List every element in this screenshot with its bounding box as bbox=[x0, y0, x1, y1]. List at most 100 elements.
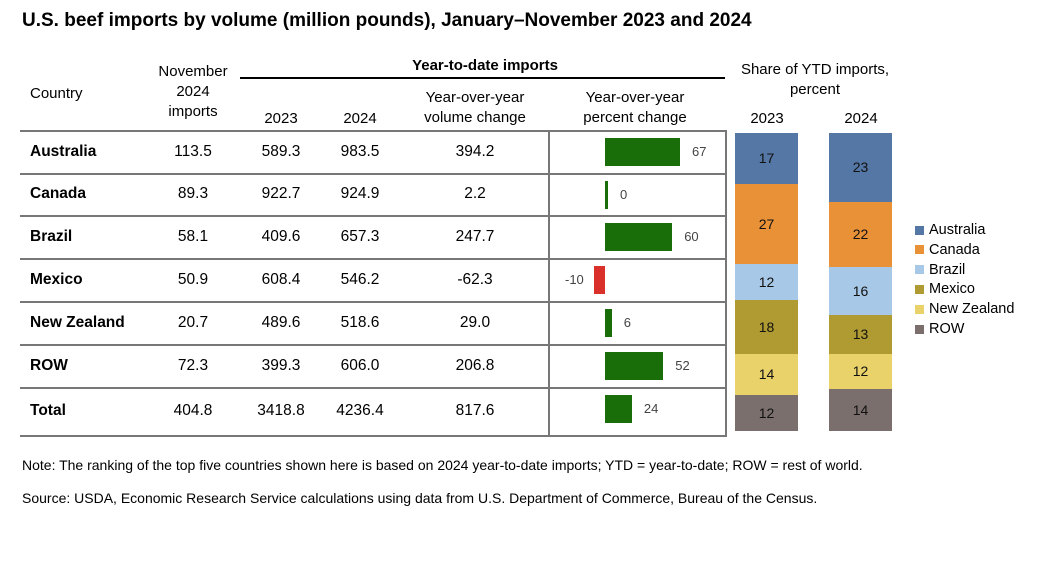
legend-swatch bbox=[915, 304, 924, 314]
legend-swatch bbox=[915, 265, 924, 275]
country-name: New Zealand bbox=[30, 313, 125, 331]
percent-change-label: 24 bbox=[643, 401, 659, 416]
row-divider bbox=[20, 130, 550, 132]
percent-change-label: 60 bbox=[684, 229, 699, 244]
percent-change-bar bbox=[593, 266, 605, 294]
share-segment-new-zealand-2024: 12 bbox=[829, 353, 892, 390]
note-text: Note: The ranking of the top five countr… bbox=[22, 457, 863, 473]
country-name: Mexico bbox=[30, 270, 83, 288]
legend-swatch bbox=[915, 284, 924, 294]
volume-change: -62.3 bbox=[457, 270, 493, 288]
november-imports: 89.3 bbox=[177, 185, 209, 202]
ytd-2024: 518.6 bbox=[340, 313, 380, 331]
legend-label: Brazil bbox=[929, 261, 966, 278]
percent-change-label: -10 bbox=[565, 272, 584, 287]
legend-swatch bbox=[915, 245, 924, 255]
header-november-line3: imports bbox=[168, 103, 218, 120]
ytd-2024: 657.3 bbox=[340, 227, 380, 245]
row-divider bbox=[20, 173, 550, 175]
header-share-2024: 2024 bbox=[844, 110, 878, 127]
ytd-2023: 3418.8 bbox=[257, 402, 305, 419]
chart-title: U.S. beef imports by volume (million pou… bbox=[22, 10, 752, 31]
share-segment-brazil-2023: 12 bbox=[735, 264, 798, 300]
volume-change: 2.2 bbox=[464, 185, 486, 202]
header-share-line2: percent bbox=[789, 81, 841, 98]
header-share: Share of YTD imports, percent bbox=[725, 60, 905, 100]
ytd-2023: 589.3 bbox=[261, 142, 301, 160]
header-share-2023: 2023 bbox=[750, 110, 784, 127]
cell-right-border bbox=[725, 130, 727, 437]
row-divider bbox=[20, 258, 550, 260]
ytd-2024: 924.9 bbox=[340, 185, 380, 202]
percent-change-label: 6 bbox=[623, 315, 631, 330]
country-name: Australia bbox=[30, 142, 97, 160]
row-divider-bar-cell bbox=[548, 387, 727, 389]
legend-item: Mexico bbox=[915, 281, 975, 297]
percent-change-label: 67 bbox=[692, 144, 707, 159]
percent-change-bar bbox=[605, 352, 664, 380]
november-imports: 72.3 bbox=[177, 356, 209, 374]
legend-swatch bbox=[915, 324, 924, 334]
november-imports: 58.1 bbox=[177, 227, 209, 245]
share-segment-australia-2024: 23 bbox=[829, 133, 892, 202]
share-segment-row-2023: 12 bbox=[735, 395, 798, 431]
ytd-2023: 489.6 bbox=[261, 313, 301, 331]
header-2024: 2024 bbox=[343, 110, 377, 127]
country-name: Canada bbox=[30, 185, 86, 202]
percent-change-bar bbox=[605, 395, 632, 423]
ytd-2023: 922.7 bbox=[261, 185, 301, 202]
header-share-line1: Share of YTD imports, bbox=[740, 61, 890, 78]
row-divider-bar-cell bbox=[548, 301, 727, 303]
country-name: Brazil bbox=[30, 227, 73, 245]
row-divider-bar-cell bbox=[548, 130, 727, 132]
header-november-line1: November bbox=[158, 63, 228, 80]
row-divider bbox=[20, 344, 550, 346]
volume-change: 817.6 bbox=[455, 402, 495, 419]
share-segment-canada-2024: 22 bbox=[829, 201, 892, 268]
header-november-line2: 2024 bbox=[176, 83, 210, 100]
header-ytd-group: Year-to-date imports bbox=[412, 57, 558, 74]
percent-change-label: 0 bbox=[620, 187, 628, 202]
ytd-2023: 399.3 bbox=[261, 356, 301, 374]
share-segment-mexico-2024: 13 bbox=[829, 314, 892, 354]
legend-item: New Zealand bbox=[915, 301, 1014, 317]
header-volume-change: Year-over-year volume change bbox=[400, 88, 550, 128]
share-segment-canada-2023: 27 bbox=[735, 183, 798, 265]
legend-item: Australia bbox=[915, 222, 985, 238]
volume-change: 394.2 bbox=[455, 142, 495, 160]
header-percent-line1: Year-over-year bbox=[585, 89, 685, 106]
header-ytd-rule bbox=[240, 77, 725, 79]
share-segment-row-2024: 14 bbox=[829, 389, 892, 431]
legend-item: Brazil bbox=[915, 262, 965, 278]
legend-label: New Zealand bbox=[929, 301, 1015, 318]
header-percent-line2: percent change bbox=[583, 109, 687, 126]
legend-item: Canada bbox=[915, 242, 980, 258]
row-divider-bar-cell bbox=[548, 435, 727, 437]
share-segment-mexico-2023: 18 bbox=[735, 299, 798, 354]
percent-change-bar bbox=[605, 181, 608, 209]
percent-change-bar bbox=[605, 223, 673, 251]
percent-change-bar bbox=[605, 138, 681, 166]
percent-change-bar bbox=[605, 309, 612, 337]
row-divider bbox=[20, 435, 550, 437]
legend-label: Canada bbox=[929, 241, 980, 258]
legend-label: Mexico bbox=[929, 281, 975, 298]
row-divider bbox=[20, 387, 550, 389]
row-divider-bar-cell bbox=[548, 258, 727, 260]
ytd-2024: 606.0 bbox=[340, 356, 380, 374]
header-country: Country bbox=[30, 85, 83, 102]
november-imports: 113.5 bbox=[174, 142, 212, 160]
cell-left-border bbox=[548, 130, 550, 437]
header-volume-line1: Year-over-year bbox=[425, 89, 525, 106]
header-november: November 2024 imports bbox=[150, 62, 236, 122]
legend-item: ROW bbox=[915, 321, 964, 337]
share-segment-australia-2023: 17 bbox=[735, 133, 798, 184]
header-percent-change: Year-over-year percent change bbox=[560, 88, 710, 128]
row-divider-bar-cell bbox=[548, 173, 727, 175]
ytd-2024: 4236.4 bbox=[336, 402, 384, 419]
legend-label: ROW bbox=[929, 321, 965, 337]
row-divider-bar-cell bbox=[548, 344, 727, 346]
country-name: Total bbox=[30, 402, 66, 419]
row-divider bbox=[20, 301, 550, 303]
